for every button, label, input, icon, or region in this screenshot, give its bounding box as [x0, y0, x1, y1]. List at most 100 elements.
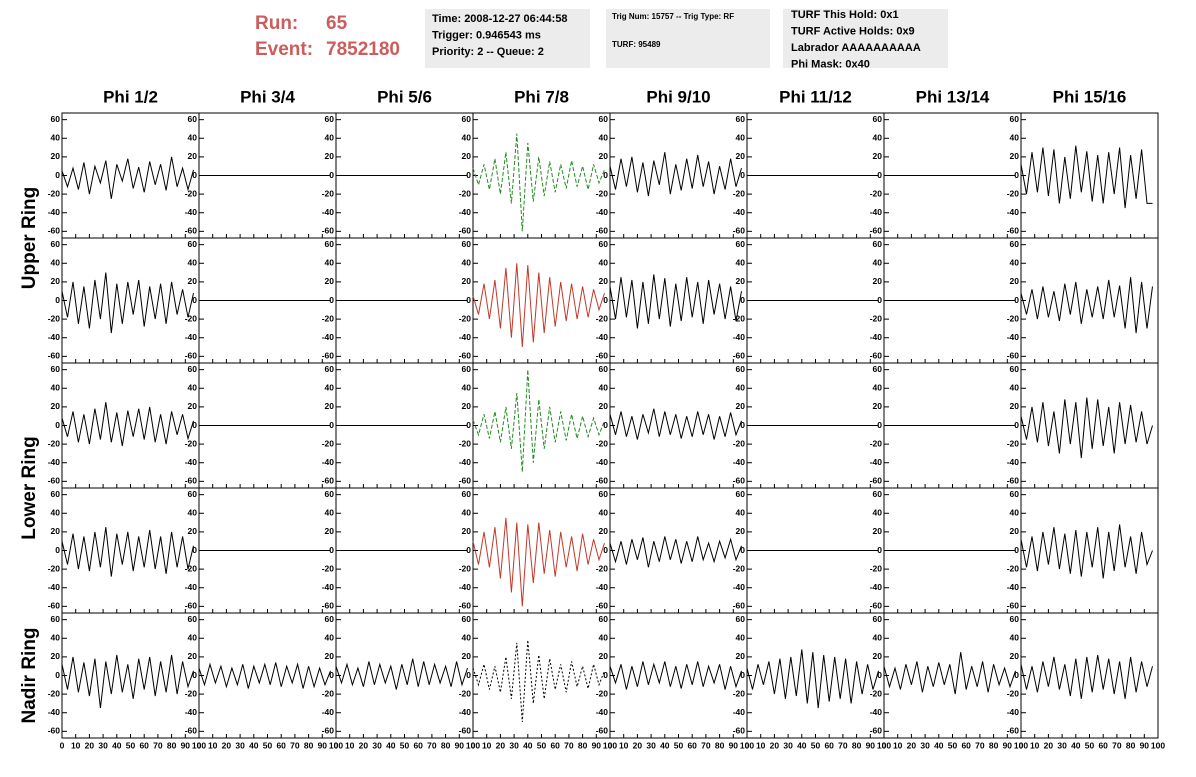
run-label: Run: [255, 13, 298, 34]
y-tick-label: 60 [325, 489, 335, 499]
y-tick-label: -60 [733, 726, 746, 736]
y-tick-label: 0 [877, 420, 882, 430]
x-tick-label: 40 [797, 740, 807, 750]
x-tick-label: 90 [866, 740, 876, 750]
y-tick-label: -20 [733, 313, 746, 323]
y-tick-label: 0 [192, 295, 197, 305]
y-tick-label: -20 [185, 313, 198, 323]
x-tick-label: 10 [208, 740, 218, 750]
y-tick-label: 40 [599, 383, 609, 393]
x-tick-label: 40 [249, 740, 259, 750]
y-tick-label: -60 [870, 226, 883, 236]
y-tick-label: -20 [48, 563, 61, 573]
y-tick-label: -40 [322, 207, 335, 217]
y-tick-label: 40 [188, 633, 198, 643]
y-tick-label: -60 [870, 351, 883, 361]
y-tick-label: 0 [603, 170, 608, 180]
x-tick-label: 80 [989, 740, 999, 750]
y-tick-label: -20 [185, 563, 198, 573]
y-tick-label: -20 [870, 688, 883, 698]
y-tick-label: 40 [325, 383, 335, 393]
info-box [425, 9, 590, 68]
panel-frame [472, 112, 611, 239]
x-tick-label: 60 [276, 740, 286, 750]
x-tick-label: 70 [975, 740, 985, 750]
waveform [609, 536, 742, 568]
y-tick-label: 20 [325, 151, 335, 161]
x-tick-label: 90 [1003, 740, 1013, 750]
y-tick-label: 0 [466, 295, 471, 305]
y-tick-label: 0 [55, 295, 60, 305]
y-tick-label: -20 [48, 688, 61, 698]
column-title: Phi 13/14 [916, 87, 990, 106]
y-tick-label: 20 [462, 526, 472, 536]
y-tick-label: 40 [325, 633, 335, 643]
x-tick-label: 10 [893, 740, 903, 750]
y-tick-label: 60 [1010, 364, 1020, 374]
x-tick-label: 80 [441, 740, 451, 750]
x-tick-label: 10 [345, 740, 355, 750]
y-tick-label: -60 [1007, 226, 1020, 236]
y-tick-label: -40 [459, 207, 472, 217]
y-tick-label: 40 [188, 258, 198, 268]
y-tick-label: 20 [51, 401, 61, 411]
y-tick-label: 20 [325, 401, 335, 411]
y-tick-label: -40 [733, 582, 746, 592]
waveform [1020, 654, 1153, 699]
y-tick-label: 20 [462, 651, 472, 661]
y-tick-label: 0 [740, 170, 745, 180]
y-tick-label: 60 [736, 239, 746, 249]
y-tick-label: 20 [873, 651, 883, 661]
x-tick-label: 100 [329, 740, 343, 750]
waveform [609, 408, 742, 440]
y-tick-label: 20 [736, 651, 746, 661]
y-tick-label: 20 [51, 151, 61, 161]
y-tick-label: 20 [599, 651, 609, 661]
y-tick-label: 20 [462, 151, 472, 161]
panel-frame [883, 612, 1022, 739]
y-tick-label: 40 [462, 633, 472, 643]
x-tick-label: 30 [783, 740, 793, 750]
y-tick-label: 0 [1014, 420, 1019, 430]
y-tick-label: -60 [733, 226, 746, 236]
y-tick-label: 0 [603, 295, 608, 305]
x-tick-label: 30 [509, 740, 519, 750]
y-tick-label: 40 [51, 133, 61, 143]
column-title: Phi 5/6 [377, 87, 432, 106]
y-tick-label: 60 [51, 489, 61, 499]
y-tick-label: -60 [48, 351, 61, 361]
waveform [61, 527, 194, 577]
x-tick-label: 90 [1140, 740, 1150, 750]
y-tick-label: -60 [596, 726, 609, 736]
x-tick-label: 20 [1044, 740, 1054, 750]
y-tick-label: 60 [188, 364, 198, 374]
y-tick-label: -40 [733, 207, 746, 217]
y-tick-label: 40 [873, 508, 883, 518]
column-title: Phi 7/8 [514, 87, 569, 106]
x-tick-label: 70 [701, 740, 711, 750]
y-tick-label: -20 [1007, 188, 1020, 198]
y-tick-label: -60 [48, 226, 61, 236]
y-tick-label: -20 [459, 188, 472, 198]
y-tick-label: 20 [188, 651, 198, 661]
x-tick-label: 60 [139, 740, 149, 750]
y-tick-label: 60 [1010, 114, 1020, 124]
y-tick-label: -60 [1007, 351, 1020, 361]
y-tick-label: 20 [188, 276, 198, 286]
y-tick-label: 60 [325, 364, 335, 374]
x-tick-label: 0 [608, 740, 613, 750]
y-tick-label: 20 [736, 401, 746, 411]
waveform [746, 649, 879, 709]
y-tick-label: 20 [599, 401, 609, 411]
y-tick-label: -40 [870, 707, 883, 717]
y-tick-label: 60 [873, 614, 883, 624]
ring-label: Lower Ring [19, 436, 40, 539]
y-tick-label: -20 [596, 438, 609, 448]
y-tick-label: -40 [596, 707, 609, 717]
y-tick-label: 0 [466, 170, 471, 180]
y-tick-label: -40 [185, 207, 198, 217]
x-tick-label: 0 [60, 740, 65, 750]
y-tick-label: -60 [596, 601, 609, 611]
y-tick-label: 60 [873, 364, 883, 374]
